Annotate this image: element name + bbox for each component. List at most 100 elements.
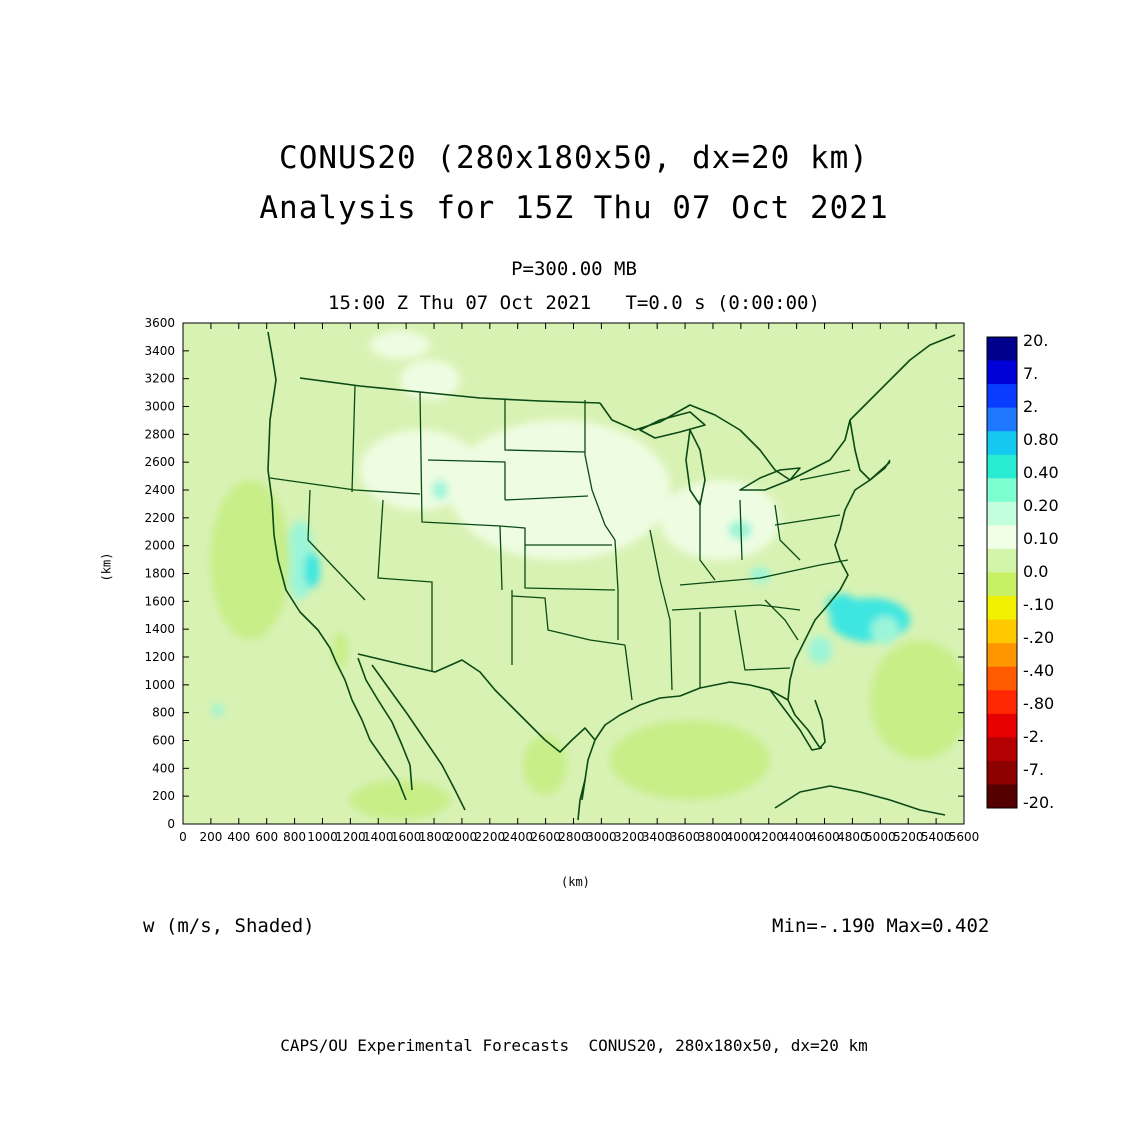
us-canada-border [299, 377, 601, 404]
colorbar-swatch [987, 501, 1017, 526]
colorbar-swatch [987, 548, 1017, 573]
y-tick-label: 3400 [144, 344, 175, 358]
field-blob [212, 704, 224, 716]
cuba-outline [774, 785, 946, 816]
pressure-level: P=300.00 MB [511, 258, 637, 280]
field-blob [400, 360, 460, 400]
x-tick-label: 200 [199, 830, 222, 844]
colorbar-label: -.80 [1023, 694, 1054, 713]
y-tick-label: 3600 [144, 316, 175, 330]
plot-title: CONUS20 (280x180x50, dx=20 km) [279, 140, 869, 176]
colorbar-label: 0.40 [1023, 463, 1059, 482]
colorbar-swatch [987, 407, 1017, 432]
y-tick-label: 2000 [144, 539, 175, 553]
y-tick-label: 3000 [144, 400, 175, 414]
colorbar-swatch [987, 690, 1017, 715]
colorbar-label: 0.80 [1023, 430, 1059, 449]
y-tick-label: 1400 [144, 622, 175, 636]
colorbar-swatch [987, 525, 1017, 550]
x-tick-label: 1200 [335, 830, 366, 844]
colorbar-swatch [987, 643, 1017, 668]
x-tick-label: 5200 [893, 830, 924, 844]
colorbar-label: 2. [1023, 397, 1038, 416]
x-tick-label: 3200 [614, 830, 645, 844]
x-axis-unit: (km) [561, 875, 590, 889]
colorbar: 20. 7. 2. 0.80 0.40 0.20 0.10 0.0 -.10 -.20 -.40 -.… [986, 331, 1059, 812]
x-tick-label: 1400 [363, 830, 394, 844]
atlantic-coastline [787, 461, 891, 749]
x-tick-label: 400 [227, 830, 250, 844]
colorbar-swatch [987, 619, 1017, 644]
x-tick-label: 5600 [949, 830, 980, 844]
field-blob [523, 735, 567, 795]
x-tick-label: 1800 [419, 830, 450, 844]
x-tick-label: 4200 [753, 830, 784, 844]
x-tick-label: 0 [179, 830, 187, 844]
colorbar-swatch [987, 666, 1017, 691]
x-tick-label: 600 [255, 830, 278, 844]
colorbar-label: 7. [1023, 364, 1038, 383]
colorbar-label: 0.10 [1023, 529, 1059, 548]
colorbar-swatch [987, 760, 1017, 785]
x-tick-label: 2800 [558, 830, 589, 844]
colorbar-label: -.20 [1023, 628, 1054, 647]
colorbar-swatch [987, 713, 1017, 738]
field-label: w (m/s, Shaded) [143, 915, 315, 937]
field-blob [826, 594, 858, 618]
y-tick-label: 2200 [144, 511, 175, 525]
colorbar-label: -.10 [1023, 595, 1054, 614]
x-tick-label: 3000 [586, 830, 617, 844]
y-tick-label: 0 [167, 817, 175, 831]
field-blob [432, 480, 448, 500]
gulf-coastline [577, 681, 789, 821]
x-tick-label: 4600 [809, 830, 840, 844]
mexico-west-coast [371, 664, 466, 811]
colorbar-label: -2. [1023, 727, 1044, 746]
colorbar-swatch [987, 431, 1017, 456]
colorbar-swatch [987, 384, 1017, 409]
field-blob [750, 567, 770, 583]
lake-superior [639, 411, 706, 439]
colorbar-label: 20. [1023, 331, 1048, 350]
x-tick-label: 2400 [502, 830, 533, 844]
x-tick-label: 3800 [698, 830, 729, 844]
colorbar-label: -.40 [1023, 661, 1054, 680]
mexico-gulf-coast [581, 779, 586, 801]
field-blob [304, 552, 320, 588]
colorbar-label: 0.0 [1023, 562, 1048, 581]
field-blob [450, 420, 670, 560]
colorbar-swatch [987, 596, 1017, 621]
field-blob [210, 480, 290, 640]
field-blob [370, 331, 430, 359]
lake-erie-ontario [739, 467, 801, 491]
y-tick-label: 2400 [144, 483, 175, 497]
x-axis: 0 200 400 600 800 100012001400160018002000220… [179, 323, 979, 844]
colorbar-swatch [987, 337, 1017, 362]
colorbar-label: -20. [1023, 793, 1054, 812]
field-blob [360, 430, 480, 510]
y-tick-label: 600 [152, 734, 175, 748]
x-tick-label: 1000 [307, 830, 338, 844]
x-tick-label: 4800 [837, 830, 868, 844]
min-max-readout: Min=-.190 Max=0.402 [772, 915, 990, 937]
x-tick-label: 3600 [670, 830, 701, 844]
x-tick-label: 3400 [642, 830, 673, 844]
field-blob [332, 632, 348, 668]
florida-peninsula [769, 689, 823, 751]
colorbar-label: -7. [1023, 760, 1044, 779]
great-lakes-outline [599, 402, 851, 481]
baja-coastline [357, 657, 413, 791]
pacific-coastline [267, 331, 407, 801]
colorbar-swatch [987, 572, 1017, 597]
y-tick-label: 3200 [144, 372, 175, 386]
y-tick-label: 400 [152, 761, 175, 775]
x-tick-label: 2000 [447, 830, 478, 844]
state-borders [269, 384, 851, 701]
plot-subtitle: Analysis for 15Z Thu 07 Oct 2021 [259, 190, 889, 226]
w-field-shading [183, 323, 964, 824]
field-blob [350, 780, 450, 820]
field-blob [871, 616, 899, 644]
x-tick-label: 5400 [921, 830, 952, 844]
y-tick-label: 1800 [144, 567, 175, 581]
